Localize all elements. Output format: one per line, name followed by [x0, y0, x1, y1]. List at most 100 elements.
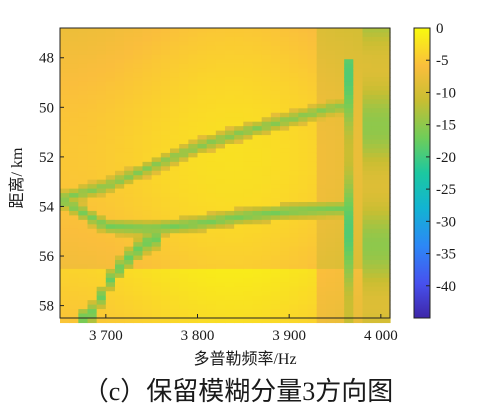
- heatmap-cell: [371, 112, 382, 118]
- heatmap-cell: [170, 94, 180, 100]
- heatmap-cell: [270, 255, 281, 261]
- heatmap-cell: [280, 77, 290, 83]
- heatmap-cell: [105, 161, 116, 167]
- heatmap-cell: [60, 313, 70, 319]
- heatmap-cell: [280, 224, 290, 230]
- heatmap-cell: [261, 193, 272, 199]
- heatmap-cell: [105, 251, 116, 257]
- heatmap-cell: [124, 77, 134, 83]
- heatmap-cell: [124, 224, 134, 230]
- heatmap-cell: [270, 291, 281, 297]
- heatmap-cell: [298, 313, 309, 319]
- heatmap-cell: [60, 228, 70, 234]
- heatmap-cell: [325, 193, 336, 199]
- heatmap-cell: [115, 148, 125, 154]
- heatmap-cell: [105, 108, 116, 114]
- heatmap-cell: [225, 255, 235, 261]
- heatmap-cell: [179, 260, 189, 266]
- heatmap-cell: [225, 202, 235, 208]
- heatmap-cell: [96, 268, 107, 274]
- heatmap-cell: [115, 175, 125, 181]
- heatmap-cell: [289, 193, 299, 199]
- heatmap-cell: [252, 32, 263, 38]
- heatmap-cell: [206, 286, 217, 292]
- heatmap-cell: [206, 135, 217, 141]
- heatmap-cell: [105, 112, 116, 118]
- heatmap-cell: [115, 202, 125, 208]
- heatmap-cell: [362, 112, 373, 118]
- heatmap-cell: [133, 179, 144, 185]
- heatmap-cell: [206, 99, 217, 105]
- heatmap-cell: [133, 175, 144, 181]
- heatmap-cell: [206, 246, 217, 252]
- heatmap-cell: [124, 251, 134, 257]
- heatmap-cell: [316, 219, 327, 225]
- heatmap-cell: [362, 273, 373, 279]
- heatmap-cell: [105, 45, 116, 51]
- heatmap-cell: [371, 28, 382, 34]
- heatmap-cell: [124, 206, 134, 212]
- heatmap-cell: [60, 28, 70, 34]
- heatmap-cell: [188, 90, 199, 96]
- heatmap-cell: [160, 135, 171, 141]
- heatmap-cell: [325, 237, 336, 243]
- heatmap-cell: [225, 103, 235, 109]
- heatmap-cell: [160, 54, 171, 60]
- heatmap-cell: [96, 45, 107, 51]
- heatmap-cell: [243, 36, 254, 42]
- heatmap-cell: [60, 32, 70, 38]
- heatmap-cell: [133, 260, 144, 266]
- heatmap-cell: [261, 81, 272, 87]
- heatmap-cell: [261, 246, 272, 252]
- heatmap-cell: [197, 197, 208, 203]
- heatmap-cell: [261, 148, 272, 154]
- heatmap-cell: [215, 112, 226, 118]
- heatmap-cell: [60, 139, 70, 145]
- heatmap-cell: [115, 233, 125, 239]
- heatmap-cell: [261, 179, 272, 185]
- heatmap-cell: [151, 277, 162, 283]
- heatmap-cell: [69, 255, 79, 261]
- heatmap-cell: [151, 130, 162, 136]
- heatmap-cell: [353, 242, 364, 248]
- heatmap-cell: [105, 224, 116, 230]
- heatmap-cell: [215, 228, 226, 234]
- heatmap-cell: [252, 277, 263, 283]
- heatmap-cell: [188, 233, 199, 239]
- heatmap-cell: [197, 103, 208, 109]
- heatmap-cell: [298, 242, 309, 248]
- heatmap-cell: [252, 77, 263, 83]
- heatmap-cell: [234, 81, 244, 87]
- heatmap-cell: [179, 175, 189, 181]
- heatmap-cell: [353, 148, 364, 154]
- heatmap-cell: [115, 264, 125, 270]
- heatmap-cell: [60, 179, 70, 185]
- heatmap-cell: [335, 41, 345, 47]
- heatmap-cell: [133, 237, 144, 243]
- heatmap-cell: [60, 81, 70, 87]
- heatmap-cell: [124, 179, 134, 185]
- heatmap-cell: [124, 255, 134, 261]
- heatmap-cell: [188, 237, 199, 243]
- heatmap-cell: [252, 273, 263, 279]
- heatmap-cell: [344, 148, 354, 154]
- heatmap-cell: [289, 175, 299, 181]
- heatmap-cell: [60, 206, 70, 212]
- heatmap-cell: [380, 32, 391, 38]
- heatmap-cell: [307, 152, 318, 158]
- heatmap-cell: [96, 175, 107, 181]
- heatmap-cell: [78, 286, 89, 292]
- heatmap-cell: [362, 54, 373, 60]
- heatmap-cell: [307, 166, 318, 172]
- heatmap-cell: [261, 219, 272, 225]
- heatmap-cell: [270, 90, 281, 96]
- heatmap-cell: [344, 273, 354, 279]
- heatmap-cell: [270, 108, 281, 114]
- heatmap-cell: [289, 300, 299, 306]
- heatmap-cell: [289, 45, 299, 51]
- heatmap-cell: [151, 81, 162, 87]
- heatmap-cell: [252, 219, 263, 225]
- heatmap-cell: [371, 184, 382, 190]
- heatmap-cell: [270, 175, 281, 181]
- heatmap-cell: [188, 197, 199, 203]
